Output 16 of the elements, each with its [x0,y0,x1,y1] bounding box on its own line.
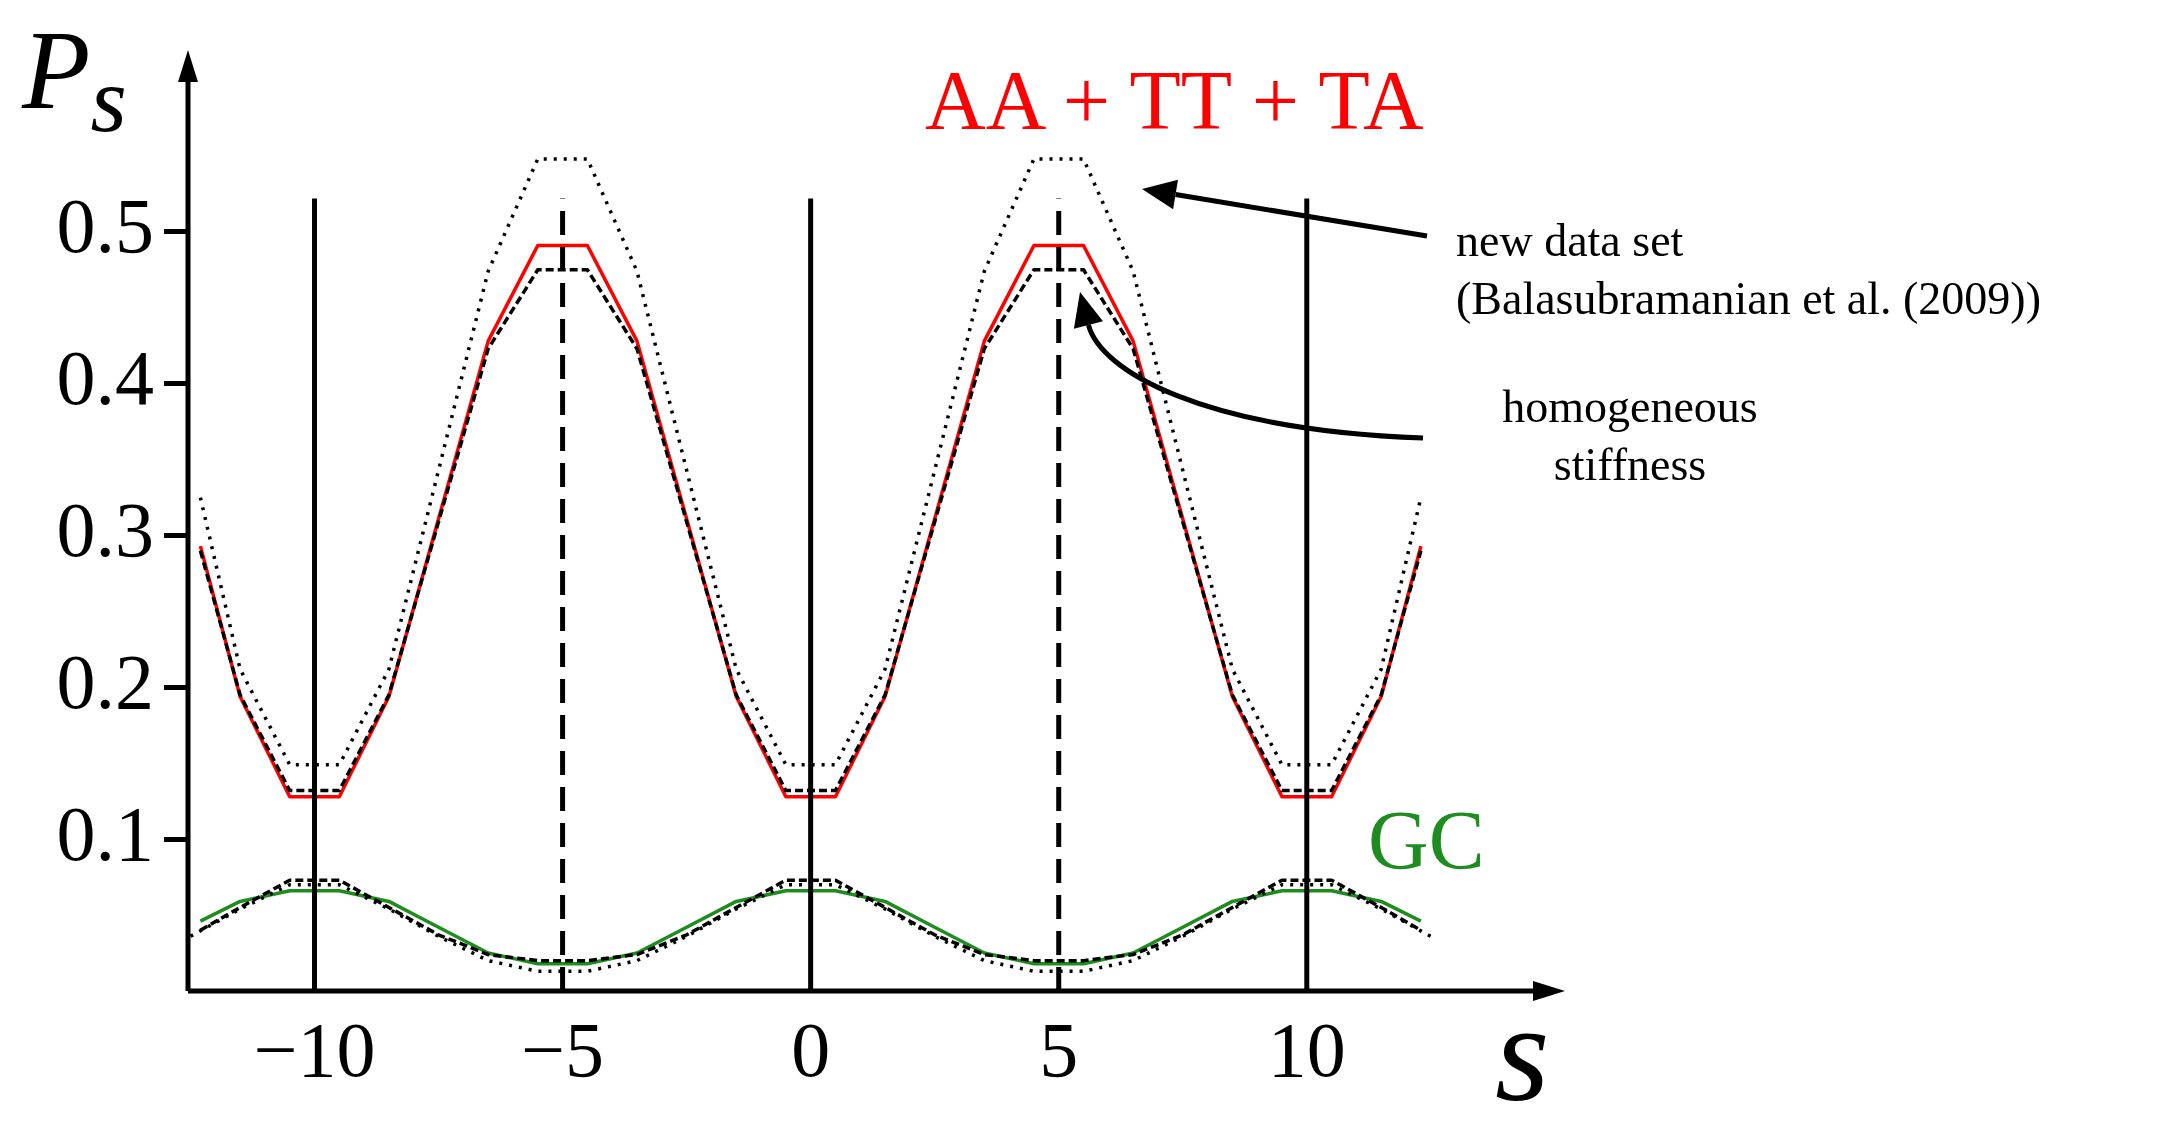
x-tick-label: −5 [521,1006,605,1094]
x-tick-label: 0 [791,1006,831,1094]
x-axis-title: s [1495,974,1550,1121]
x-tick-label: 5 [1039,1006,1079,1094]
x-tick-label: 10 [1267,1006,1346,1094]
y-tick-label: 0.2 [56,637,154,725]
series-label: GC [1368,793,1485,889]
x-tick-label: −10 [253,1006,376,1094]
y-axis-title: P$_{s}$ [22,7,127,154]
y-tick-label: 0.1 [56,789,154,877]
y-tick-label: 0.4 [56,334,154,422]
series-label: AA + TT + TA [925,53,1424,149]
y-tick-label: 0.5 [56,182,154,270]
annotation: homogeneous stiffness [1501,380,1759,492]
y-tick-label: 0.3 [56,485,154,573]
annotation: new data set (Balasubramanian et al. (2009)) [1456,214,2041,326]
